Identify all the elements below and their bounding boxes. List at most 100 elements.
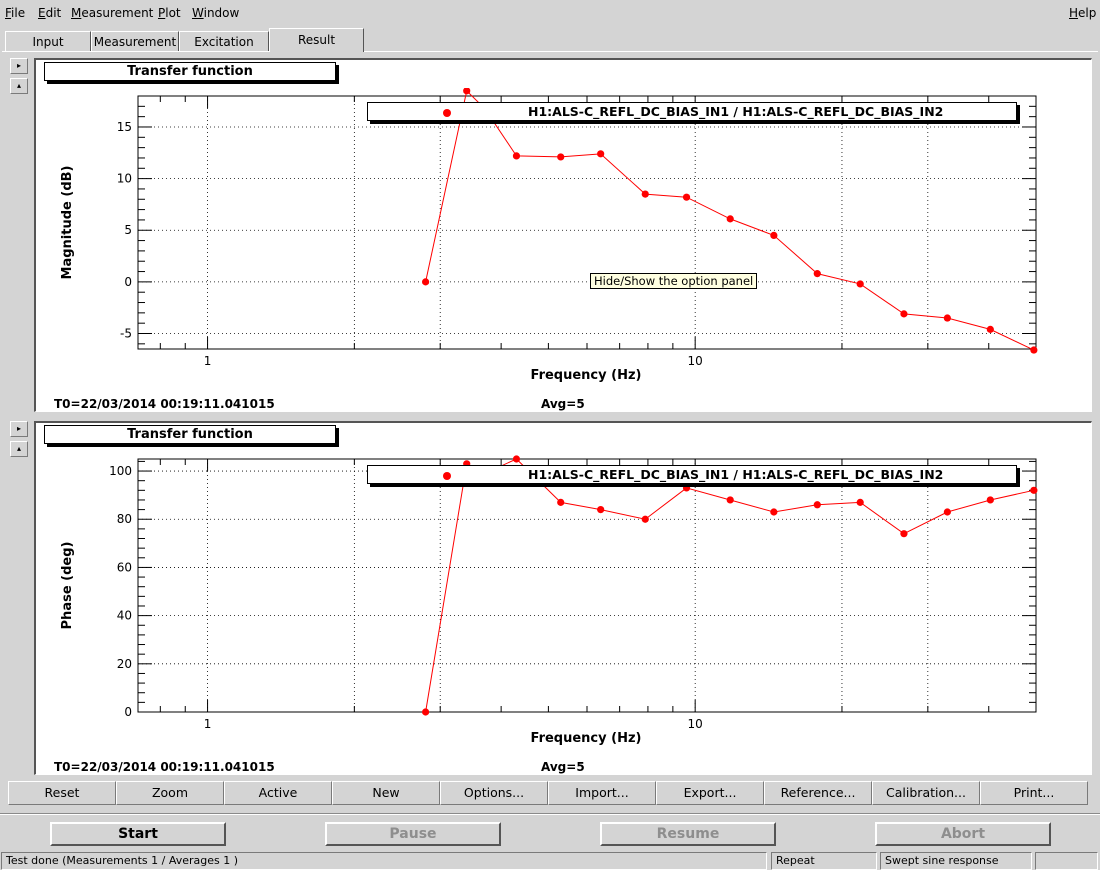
data-point [770, 231, 778, 240]
series-line [425, 89, 1035, 351]
y-axis-label: Phase (deg) [60, 542, 75, 630]
avg-label: Avg=5 [541, 397, 585, 411]
series [422, 88, 1038, 354]
tab-result[interactable]: Result [269, 28, 364, 52]
plot-title: Transfer function [44, 425, 336, 444]
magnitude-plot[interactable]: 1 10 -5 0 5 10 15 Frequency (Hz) Magnitude (dB) [36, 60, 1091, 412]
status-extra [1035, 852, 1098, 870]
menubar: File Edit Measurement Plot Window Help [0, 0, 1100, 26]
x-tick-label: 10 [688, 717, 703, 731]
tab-excitation[interactable]: Excitation [179, 31, 269, 51]
data-point [770, 508, 778, 516]
data-point [856, 280, 864, 288]
data-point [682, 484, 691, 492]
grid [138, 96, 1036, 349]
data-point [813, 501, 821, 509]
data-point [943, 508, 951, 516]
menu-measurement[interactable]: Measurement [71, 6, 154, 20]
plot-frame [137, 458, 1037, 713]
y-tick-label: 100 [109, 464, 132, 478]
active-button[interactable]: Active [224, 781, 332, 805]
export-button[interactable]: Export... [656, 781, 764, 805]
expand-panel-button-1[interactable]: ▸ [10, 58, 28, 74]
data-point [422, 278, 430, 286]
data-point [557, 498, 565, 506]
plot-frame [137, 95, 1037, 350]
tooltip: Hide/Show the option panel [590, 273, 758, 289]
status-type: Swept sine response [880, 852, 1032, 870]
y-tick-label: 0 [124, 275, 132, 289]
y-axis-label: Magnitude (dB) [60, 166, 75, 280]
y-tick-label: 80 [117, 512, 132, 526]
data-point [512, 455, 521, 463]
plot-legend: H1:ALS-C_REFL_DC_BIAS_IN1 / H1:ALS-C_REF… [367, 465, 1017, 484]
start-button[interactable]: Start [50, 822, 226, 846]
x-ticks [138, 459, 1036, 713]
menu-edit[interactable]: Edit [38, 6, 62, 20]
x-axis-label: Frequency (Hz) [531, 368, 642, 383]
legend-label: H1:ALS-C_REFL_DC_BIAS_IN1 / H1:ALS-C_REF… [528, 467, 944, 482]
legend-label: H1:ALS-C_REFL_DC_BIAS_IN1 / H1:ALS-C_REF… [528, 104, 944, 119]
data-point [512, 152, 521, 160]
y-tick-label: -5 [120, 327, 132, 341]
menu-window[interactable]: Window [192, 6, 240, 20]
zoom-button[interactable]: Zoom [116, 781, 224, 805]
data-point [641, 190, 649, 198]
new-button[interactable]: New [332, 781, 440, 805]
collapse-panel-button-2[interactable]: ▴ [10, 441, 28, 457]
y-tick-label: 20 [117, 657, 132, 671]
y-tick-label: 5 [124, 223, 132, 237]
x-axis-label: Frequency (Hz) [531, 731, 642, 746]
calibration-button[interactable]: Calibration... [872, 781, 980, 805]
menu-plot[interactable]: Plot [158, 6, 181, 20]
options-button[interactable]: Options... [440, 781, 548, 805]
data-point [986, 496, 994, 504]
reset-button[interactable]: Reset [8, 781, 116, 805]
collapse-panel-button-1[interactable]: ▴ [10, 78, 28, 94]
data-point [943, 314, 951, 322]
x-tick-label: 1 [204, 717, 212, 731]
data-point [986, 325, 994, 333]
data-point [1030, 346, 1038, 354]
data-point [900, 310, 908, 318]
import-button[interactable]: Import... [548, 781, 656, 805]
t0-label: T0=22/03/2014 00:19:11.041015 [54, 760, 275, 774]
reference-button[interactable]: Reference... [764, 781, 872, 805]
magnitude-plot-panel[interactable]: 1 10 -5 0 5 10 15 Frequency (Hz) Magnitude (dB) … [34, 58, 1092, 412]
menu-help[interactable]: Help [1069, 6, 1097, 20]
data-point [856, 498, 864, 506]
y-tick-label: 0 [124, 705, 132, 719]
plot-title: Transfer function [44, 62, 336, 81]
abort-button[interactable]: Abort [875, 822, 1051, 846]
phase-plot-panel[interactable]: 1 10 0 20 40 60 80 100 Frequency (Hz) Phase (deg)… [34, 421, 1092, 775]
legend-marker [443, 471, 451, 480]
status-mode: Repeat [771, 852, 877, 870]
tab-baseline-right [364, 51, 1098, 52]
status-message: Test done (Measurements 1 / Averages 1 ) [1, 852, 767, 870]
data-point [726, 215, 734, 223]
data-point [463, 88, 471, 95]
pause-button[interactable]: Pause [325, 822, 501, 846]
grid [138, 459, 1036, 713]
data-point [422, 708, 430, 716]
data-point [557, 153, 565, 161]
legend-marker [443, 108, 451, 117]
separator-highlight [0, 814, 1100, 815]
y-tick-label: 40 [117, 609, 132, 623]
tab-baseline-left [2, 51, 269, 52]
tab-input[interactable]: Input [5, 31, 91, 51]
series [422, 455, 1038, 716]
menu-file[interactable]: File [5, 6, 26, 20]
data-point [726, 496, 734, 504]
y-tick-label: 15 [117, 120, 132, 134]
tab-measurement[interactable]: Measurement [91, 31, 179, 51]
expand-panel-button-2[interactable]: ▸ [10, 421, 28, 437]
data-point [597, 150, 605, 158]
resume-button[interactable]: Resume [600, 822, 776, 846]
plot-legend: H1:ALS-C_REFL_DC_BIAS_IN1 / H1:ALS-C_REF… [367, 102, 1017, 121]
t0-label: T0=22/03/2014 00:19:11.041015 [54, 397, 275, 411]
x-tick-label: 10 [688, 354, 703, 368]
print-button[interactable]: Print... [980, 781, 1088, 805]
x-tick-label: 1 [204, 354, 212, 368]
